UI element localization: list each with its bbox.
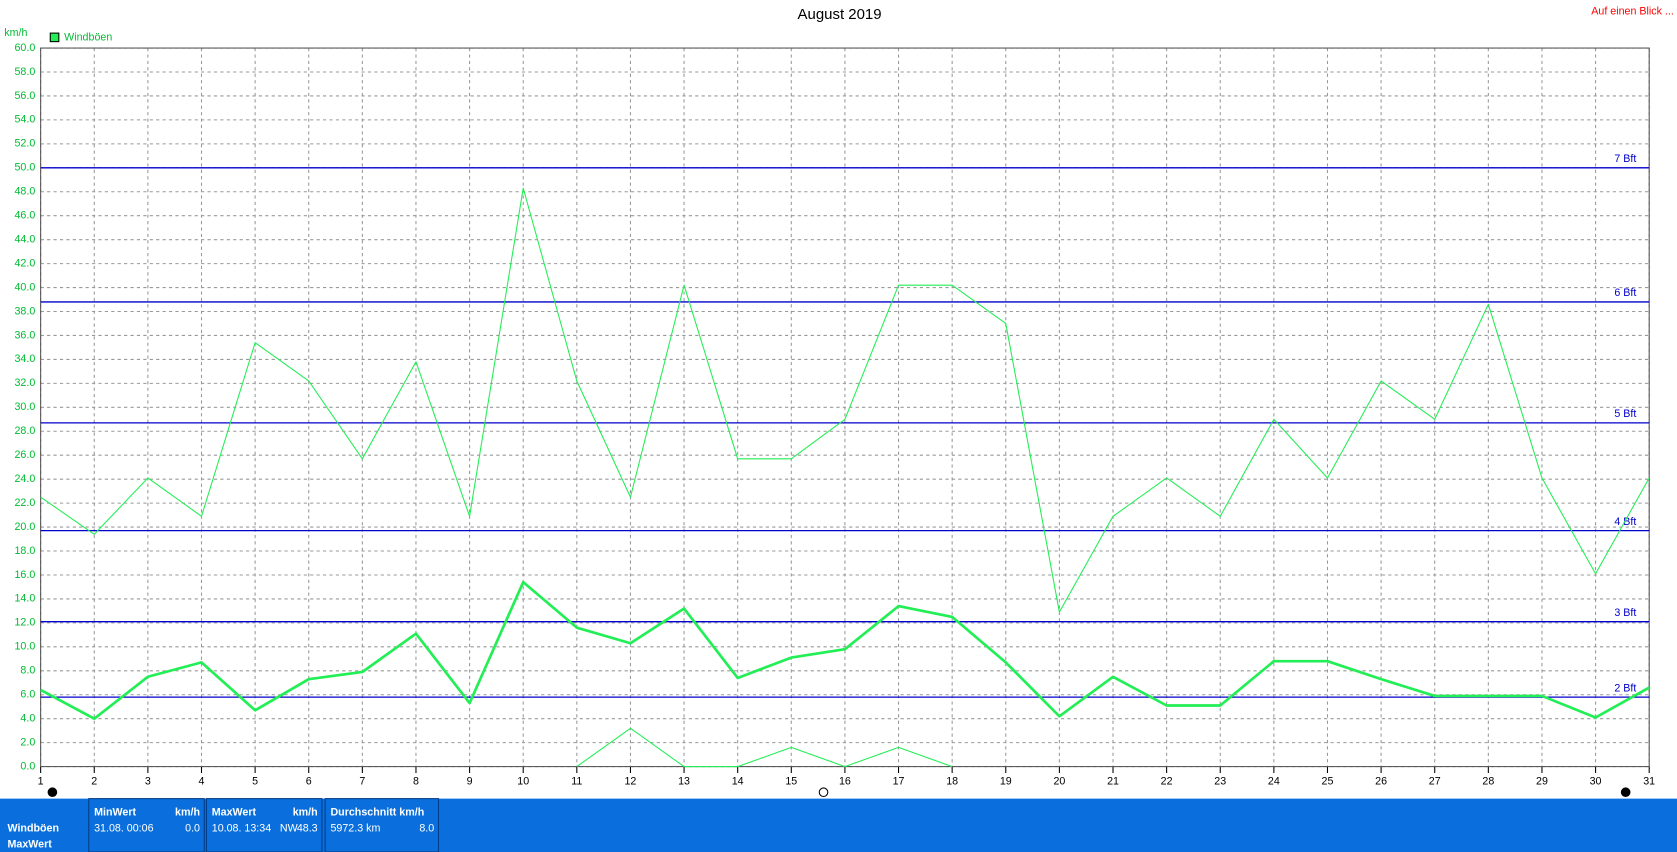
x-tick-label: 13 [678, 775, 690, 787]
summary-unit: km/h [293, 806, 318, 818]
y-tick-label: 4.0 [20, 713, 35, 725]
summary-dir: NW [280, 822, 299, 834]
y-tick-label: 52.0 [14, 138, 35, 150]
y-tick-label: 38.0 [14, 305, 35, 317]
summary-unit: km/h [175, 806, 200, 818]
x-tick-label: 1 [38, 775, 44, 787]
y-tick-label: 40.0 [14, 281, 35, 293]
summary-panel [0, 798, 1677, 852]
x-tick-label: 24 [1268, 775, 1280, 787]
y-tick-label: 2.0 [20, 736, 35, 748]
series-line [40, 187, 1650, 613]
y-tick-label: 26.0 [14, 449, 35, 461]
summary-header: MinWert [94, 806, 136, 818]
summary-header: Durchschnitt km/h [330, 806, 424, 818]
y-tick-label: 34.0 [14, 353, 35, 365]
y-tick-label: 44.0 [14, 233, 35, 245]
x-tick-label: 30 [1590, 775, 1602, 787]
summary-header: MaxWert [212, 806, 257, 818]
x-tick-label: 11 [571, 775, 582, 787]
x-tick-label: 2 [91, 775, 97, 787]
summary-cell [88, 798, 205, 852]
beaufort-label: 4 Bft [1614, 516, 1636, 528]
chart-title: August 2019 [798, 6, 882, 23]
x-tick-label: 7 [359, 775, 365, 787]
series-line [576, 727, 953, 768]
x-tick-label: 31 [1643, 775, 1655, 787]
x-tick-label: 26 [1375, 775, 1387, 787]
x-tick-label: 22 [1161, 775, 1173, 787]
y-tick-label: 30.0 [14, 401, 35, 413]
summary-value: 48.3 [297, 822, 318, 834]
y-tick-label: 24.0 [14, 473, 35, 485]
x-tick-label: 21 [1107, 775, 1119, 787]
x-tick-label: 12 [625, 775, 637, 787]
y-tick-label: 20.0 [14, 521, 35, 533]
x-tick-label: 27 [1429, 775, 1441, 787]
beaufort-label: 3 Bft [1614, 607, 1636, 619]
y-unit: km/h [4, 27, 27, 39]
beaufort-label: 7 Bft [1614, 153, 1636, 165]
y-tick-label: 28.0 [14, 425, 35, 437]
x-tick-label: 15 [785, 775, 797, 787]
summary-when: 5972.3 km [330, 822, 380, 834]
y-tick-label: 18.0 [14, 545, 35, 557]
beaufort-label: 6 Bft [1614, 287, 1636, 299]
beaufort-label: 2 Bft [1614, 682, 1636, 694]
y-tick-label: 56.0 [14, 90, 35, 102]
x-tick-label: 25 [1322, 775, 1334, 787]
legend-label: Windböen [64, 32, 112, 44]
x-tick-label: 5 [252, 775, 258, 787]
summary-row-label: MaxWert [7, 838, 52, 850]
x-tick-label: 20 [1053, 775, 1065, 787]
x-tick-label: 10 [517, 775, 529, 787]
y-tick-label: 32.0 [14, 377, 35, 389]
y-tick-label: 0.0 [20, 760, 35, 772]
x-tick-label: 4 [199, 775, 205, 787]
x-tick-label: 16 [839, 775, 851, 787]
summary-when: 31.08. 00:06 [94, 822, 153, 834]
y-tick-label: 42.0 [14, 257, 35, 269]
summary-value: 8.0 [419, 822, 434, 834]
y-tick-label: 14.0 [14, 593, 35, 605]
y-tick-label: 60.0 [14, 42, 35, 54]
y-tick-label: 22.0 [14, 497, 35, 509]
summary-cell [205, 798, 323, 852]
y-tick-label: 58.0 [14, 66, 35, 78]
y-tick-label: 16.0 [14, 569, 35, 581]
summary-when: 10.08. 13:34 [212, 822, 271, 834]
axis-markers [47, 787, 1631, 798]
x-tick-label: 23 [1214, 775, 1226, 787]
x-tick-label: 14 [732, 775, 744, 787]
x-tick-label: 19 [1000, 775, 1012, 787]
x-tick-label: 18 [946, 775, 958, 787]
y-tick-label: 50.0 [14, 162, 35, 174]
summary-row-label: Windböen [7, 822, 59, 834]
y-tick-label: 10.0 [14, 641, 35, 653]
y-tick-label: 12.0 [14, 617, 35, 629]
series-line [40, 580, 1650, 721]
overview-link[interactable]: Auf einen Blick ... [1591, 6, 1674, 18]
summary-value: 0.0 [185, 822, 200, 834]
x-tick-label: 8 [413, 775, 419, 787]
y-tick-label: 48.0 [14, 186, 35, 198]
x-tick-label: 6 [306, 775, 312, 787]
beaufort-label: 5 Bft [1614, 408, 1636, 420]
y-tick-label: 6.0 [20, 689, 35, 701]
legend-swatch [49, 32, 60, 43]
x-tick-label: 3 [145, 775, 151, 787]
y-tick-label: 8.0 [20, 665, 35, 677]
x-tick-label: 29 [1536, 775, 1548, 787]
x-tick-label: 28 [1482, 775, 1494, 787]
y-tick-label: 46.0 [14, 210, 35, 222]
x-tick-label: 17 [893, 775, 905, 787]
summary-cell [324, 798, 440, 852]
y-tick-label: 54.0 [14, 114, 35, 126]
x-tick-label: 9 [467, 775, 473, 787]
y-tick-label: 36.0 [14, 329, 35, 341]
